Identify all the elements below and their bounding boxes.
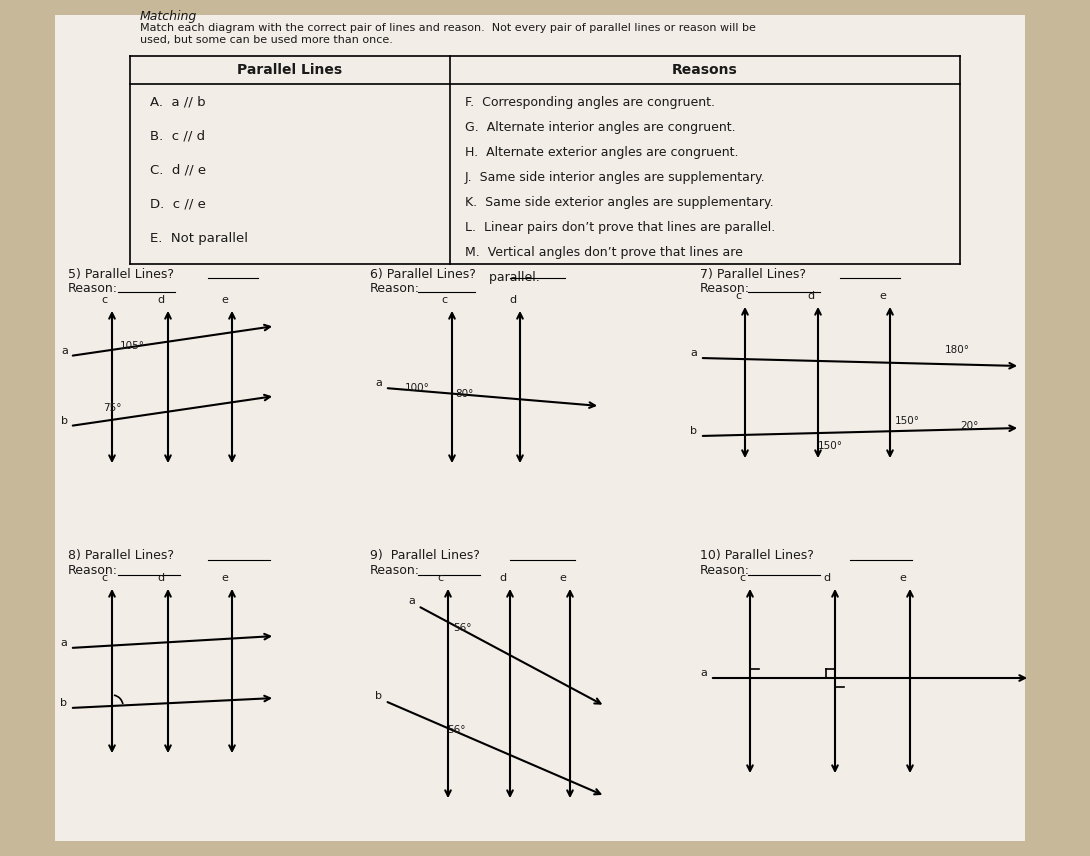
Text: d: d: [509, 295, 516, 305]
Text: D.  c // e: D. c // e: [150, 198, 206, 211]
Text: Match each diagram with the correct pair of lines and reason.  Not every pair of: Match each diagram with the correct pair…: [140, 23, 755, 33]
Text: b: b: [375, 691, 382, 701]
Text: Reasons: Reasons: [673, 63, 738, 77]
Text: a: a: [61, 346, 68, 356]
Text: Matching: Matching: [140, 9, 197, 22]
Text: a: a: [408, 596, 415, 606]
Text: 150°: 150°: [818, 441, 843, 451]
Text: e: e: [559, 573, 566, 583]
Text: a: a: [690, 348, 697, 358]
Text: 150°: 150°: [895, 416, 920, 426]
Text: c: c: [438, 573, 444, 583]
Text: b: b: [690, 426, 697, 436]
Text: A.  a // b: A. a // b: [150, 96, 206, 109]
Text: d: d: [157, 573, 164, 583]
Text: d: d: [499, 573, 506, 583]
Text: used, but some can be used more than once.: used, but some can be used more than onc…: [140, 35, 392, 45]
Text: c: c: [735, 291, 741, 301]
Text: H.  Alternate exterior angles are congruent.: H. Alternate exterior angles are congrue…: [465, 146, 739, 158]
Text: 8) Parallel Lines?: 8) Parallel Lines?: [68, 550, 174, 562]
Text: Reason:: Reason:: [68, 564, 118, 578]
Text: b: b: [61, 416, 68, 426]
Text: 180°: 180°: [945, 345, 970, 355]
Text: c: c: [101, 573, 108, 583]
Text: Reason:: Reason:: [700, 282, 750, 294]
Text: 7) Parallel Lines?: 7) Parallel Lines?: [700, 268, 806, 281]
Text: Reason:: Reason:: [370, 564, 420, 578]
Text: 56°: 56°: [447, 725, 465, 735]
Text: 9)  Parallel Lines?: 9) Parallel Lines?: [370, 550, 480, 562]
Text: 20°: 20°: [960, 421, 979, 431]
Text: Parallel Lines: Parallel Lines: [238, 63, 342, 77]
Text: e: e: [221, 573, 228, 583]
Text: c: c: [740, 573, 746, 583]
Text: a: a: [375, 378, 382, 388]
Text: 100°: 100°: [405, 383, 429, 393]
Text: c: c: [101, 295, 108, 305]
Text: Reason:: Reason:: [68, 282, 118, 294]
Text: G.  Alternate interior angles are congruent.: G. Alternate interior angles are congrue…: [465, 121, 736, 134]
Text: Reason:: Reason:: [700, 564, 750, 578]
Text: c: c: [441, 295, 448, 305]
Text: L.  Linear pairs don’t prove that lines are parallel.: L. Linear pairs don’t prove that lines a…: [465, 221, 775, 234]
Bar: [54, 15, 1025, 841]
Text: E.  Not parallel: E. Not parallel: [150, 231, 249, 245]
Text: d: d: [807, 291, 814, 301]
Text: 105°: 105°: [120, 341, 145, 351]
Text: B.  c // d: B. c // d: [150, 129, 205, 142]
Text: 80°: 80°: [455, 389, 473, 399]
Text: e: e: [221, 295, 228, 305]
Text: 56°: 56°: [453, 623, 472, 633]
Text: d: d: [824, 573, 831, 583]
Text: a: a: [700, 668, 707, 678]
Text: e: e: [899, 573, 906, 583]
Text: 10) Parallel Lines?: 10) Parallel Lines?: [700, 550, 814, 562]
Text: parallel.: parallel.: [465, 270, 540, 283]
Text: C.  d // e: C. d // e: [150, 163, 206, 176]
Text: 5) Parallel Lines?: 5) Parallel Lines?: [68, 268, 174, 281]
Text: a: a: [60, 638, 66, 648]
Text: K.  Same side exterior angles are supplementary.: K. Same side exterior angles are supplem…: [465, 195, 774, 209]
Text: M.  Vertical angles don’t prove that lines are: M. Vertical angles don’t prove that line…: [465, 246, 743, 259]
Text: 75°: 75°: [102, 403, 121, 413]
Text: e: e: [880, 291, 886, 301]
Text: 6) Parallel Lines?: 6) Parallel Lines?: [370, 268, 476, 281]
Text: J.  Same side interior angles are supplementary.: J. Same side interior angles are supplem…: [465, 170, 765, 183]
Text: d: d: [157, 295, 164, 305]
Text: b: b: [60, 698, 66, 708]
Text: Reason:: Reason:: [370, 282, 420, 294]
Text: F.  Corresponding angles are congruent.: F. Corresponding angles are congruent.: [465, 96, 715, 109]
